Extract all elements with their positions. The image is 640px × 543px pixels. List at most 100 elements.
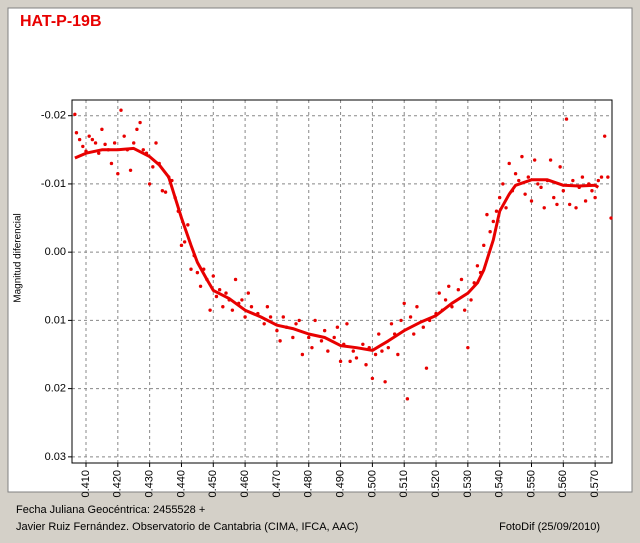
- data-point: [482, 243, 486, 248]
- data-point: [182, 240, 187, 244]
- data-point: [459, 277, 464, 282]
- x-tick-label: 0.490: [334, 470, 346, 498]
- data-point: [389, 322, 394, 326]
- data-point: [335, 325, 340, 329]
- data-point: [520, 154, 524, 159]
- data-point: [443, 298, 448, 302]
- data-point: [488, 229, 492, 234]
- data-point: [297, 318, 301, 323]
- x-tick-label: 0.440: [175, 470, 187, 498]
- data-point: [462, 308, 467, 312]
- data-point: [97, 151, 101, 155]
- data-point: [122, 134, 126, 138]
- data-point: [208, 308, 212, 312]
- data-point: [571, 178, 575, 183]
- data-point: [163, 190, 168, 194]
- data-point: [475, 264, 480, 268]
- data-point: [217, 287, 222, 292]
- data-point: [338, 359, 343, 364]
- data-point: [383, 380, 387, 384]
- data-point: [141, 148, 145, 152]
- x-tick-label: 0.530: [462, 470, 474, 498]
- data-point: [195, 270, 200, 275]
- data-point: [294, 322, 298, 326]
- data-point: [240, 298, 244, 302]
- data-point: [147, 182, 152, 186]
- data-point: [402, 301, 406, 306]
- data-point: [90, 137, 95, 142]
- data-point: [517, 178, 521, 183]
- data-point: [561, 189, 566, 193]
- chart-title: HAT-P-19B: [20, 13, 102, 30]
- data-point: [501, 182, 505, 186]
- data-point: [380, 349, 384, 353]
- data-point: [221, 305, 225, 309]
- data-point: [326, 349, 330, 353]
- data-point: [354, 356, 359, 360]
- data-point: [262, 322, 266, 326]
- data-point: [103, 142, 107, 147]
- data-point: [198, 284, 203, 288]
- data-point: [348, 359, 352, 364]
- data-point: [504, 206, 508, 210]
- data-point: [112, 141, 117, 145]
- data-point: [526, 175, 531, 179]
- software: FotoDif (25/09/2010): [499, 521, 600, 533]
- data-point: [399, 318, 403, 323]
- data-point: [322, 328, 327, 333]
- data-point: [151, 165, 155, 169]
- data-point: [230, 308, 235, 312]
- data-point: [580, 175, 585, 179]
- x-tick-label: 0.560: [557, 470, 569, 498]
- x-tick-label: 0.510: [398, 470, 410, 498]
- data-point: [281, 315, 285, 319]
- data-point: [529, 199, 534, 203]
- data-point: [567, 202, 572, 207]
- y-tick-label: -0.02: [41, 110, 66, 122]
- data-point: [128, 168, 133, 172]
- x-tick-label: 0.470: [271, 470, 283, 498]
- y-tick-label: -0.01: [41, 178, 66, 190]
- x-tick-label: 0.460: [239, 470, 251, 498]
- data-point: [246, 291, 250, 295]
- data-point: [319, 339, 324, 343]
- data-point: [564, 117, 569, 121]
- data-point: [109, 161, 114, 166]
- data-point: [74, 131, 79, 135]
- data-point: [396, 352, 400, 357]
- data-point: [552, 195, 556, 200]
- y-tick-label: 0.00: [45, 246, 66, 258]
- data-point: [243, 315, 247, 319]
- data-point: [415, 305, 419, 309]
- data-point: [361, 342, 365, 346]
- data-point: [456, 287, 461, 292]
- x-tick-label: 0.550: [525, 470, 537, 498]
- x-tick-label: 0.500: [366, 470, 378, 498]
- data-point: [300, 352, 305, 357]
- data-point: [548, 158, 553, 162]
- data-point: [224, 291, 228, 295]
- data-point: [135, 127, 139, 132]
- data-point: [211, 274, 215, 278]
- data-point: [523, 192, 527, 196]
- data-point: [138, 120, 142, 125]
- data-point: [593, 195, 597, 200]
- x-tick-label: 0.570: [589, 470, 601, 498]
- data-point: [310, 345, 314, 350]
- data-point: [186, 223, 190, 227]
- data-point: [364, 363, 368, 367]
- data-point: [558, 165, 562, 169]
- data-point: [450, 305, 454, 309]
- data-point: [437, 291, 441, 295]
- data-point: [377, 332, 381, 336]
- data-point: [532, 158, 537, 162]
- data-point: [513, 171, 518, 176]
- data-point: [93, 141, 98, 145]
- data-point: [507, 161, 511, 166]
- data-point: [249, 305, 254, 309]
- data-point: [583, 199, 588, 203]
- x-tick-label: 0.430: [144, 470, 156, 498]
- data-point: [408, 315, 413, 319]
- x-tick-label: 0.540: [494, 470, 506, 498]
- data-point: [602, 134, 607, 138]
